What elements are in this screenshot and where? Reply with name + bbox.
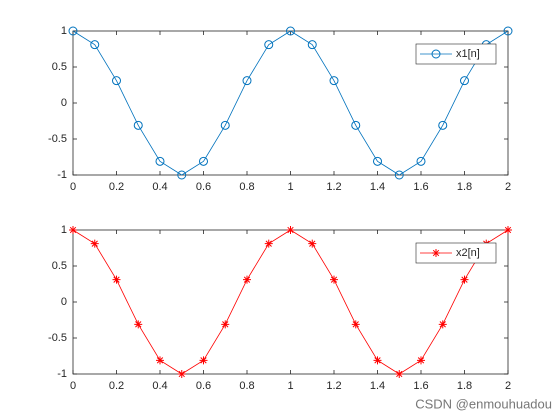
marker: [90, 239, 99, 248]
marker: [351, 120, 361, 130]
marker: [177, 170, 187, 180]
marker: [394, 170, 404, 180]
marker: [416, 156, 426, 166]
x-tick-label: 0.6: [196, 380, 211, 392]
marker: [199, 156, 208, 166]
marker: [395, 370, 404, 378]
marker: [460, 275, 469, 284]
marker: [308, 239, 317, 248]
marker: [264, 239, 273, 248]
marker: [243, 275, 251, 284]
marker: [432, 249, 440, 257]
marker: [155, 156, 165, 166]
legend-box: [415, 242, 497, 264]
marker: [90, 40, 100, 50]
marker: [460, 76, 469, 86]
marker: [221, 320, 230, 329]
x-tick-label: 1: [287, 380, 293, 392]
marker: [417, 356, 425, 365]
marker: [351, 320, 360, 329]
y-tick-label: -1: [57, 368, 67, 380]
marker: [242, 76, 252, 86]
marker: [264, 40, 274, 50]
x-tick-label: 0: [70, 181, 76, 193]
marker: [134, 320, 143, 329]
y-tick-label: 0.5: [52, 260, 67, 272]
watermark: CSDN @enmouhuadou: [415, 396, 552, 411]
marker: [431, 49, 441, 59]
x-tick-label: 0.2: [109, 380, 124, 392]
x-tick-label: 0.8: [239, 181, 254, 193]
marker: [373, 356, 382, 365]
x-tick-label: 1.6: [413, 181, 428, 193]
x-tick-label: 2: [505, 181, 511, 193]
marker: [307, 40, 317, 50]
x-tick-label: 0.4: [152, 380, 167, 392]
x-tick-label: 1: [287, 181, 293, 193]
x-tick-label: 0.6: [196, 181, 211, 193]
legend-label: x1[n]: [456, 48, 480, 60]
x-tick-label: 2: [505, 380, 511, 392]
x-tick-label: 0.4: [152, 181, 167, 193]
y-tick-label: 0.5: [52, 61, 67, 73]
marker: [177, 370, 186, 378]
marker: [133, 120, 143, 130]
legend-label: x2[n]: [456, 247, 480, 259]
marker: [112, 275, 121, 284]
marker: [438, 320, 447, 329]
y-tick-label: 0: [61, 97, 67, 109]
marker: [286, 226, 295, 234]
marker: [373, 156, 382, 166]
x-tick-label: 1.4: [370, 181, 385, 193]
y-tick-label: -0.5: [48, 133, 67, 145]
x-tick-label: 1.8: [457, 181, 472, 193]
marker: [438, 120, 448, 130]
y-tick-label: -1: [57, 169, 67, 181]
x-tick-label: 1.6: [413, 380, 428, 392]
x-tick-label: 1.8: [457, 380, 472, 392]
y-tick-label: -0.5: [48, 332, 67, 344]
marker: [286, 26, 295, 36]
marker: [156, 356, 164, 365]
x-tick-label: 1.2: [326, 181, 341, 193]
marker: [69, 226, 77, 234]
marker: [220, 120, 230, 130]
legend-box: [415, 43, 497, 65]
marker: [68, 26, 78, 36]
x-tick-label: 0.2: [109, 181, 124, 193]
y-tick-label: 0: [61, 296, 67, 308]
marker: [329, 76, 339, 86]
y-tick-label: 1: [61, 224, 67, 236]
x-tick-label: 1.4: [370, 380, 385, 392]
marker: [504, 226, 512, 234]
marker: [199, 356, 208, 365]
x-tick-label: 0: [70, 380, 76, 392]
x-tick-label: 0.8: [239, 380, 254, 392]
marker: [503, 26, 513, 36]
x-tick-label: 1.2: [326, 380, 341, 392]
line: [72, 30, 509, 176]
y-tick-label: 1: [61, 25, 67, 37]
marker: [330, 275, 338, 284]
marker: [112, 76, 121, 86]
